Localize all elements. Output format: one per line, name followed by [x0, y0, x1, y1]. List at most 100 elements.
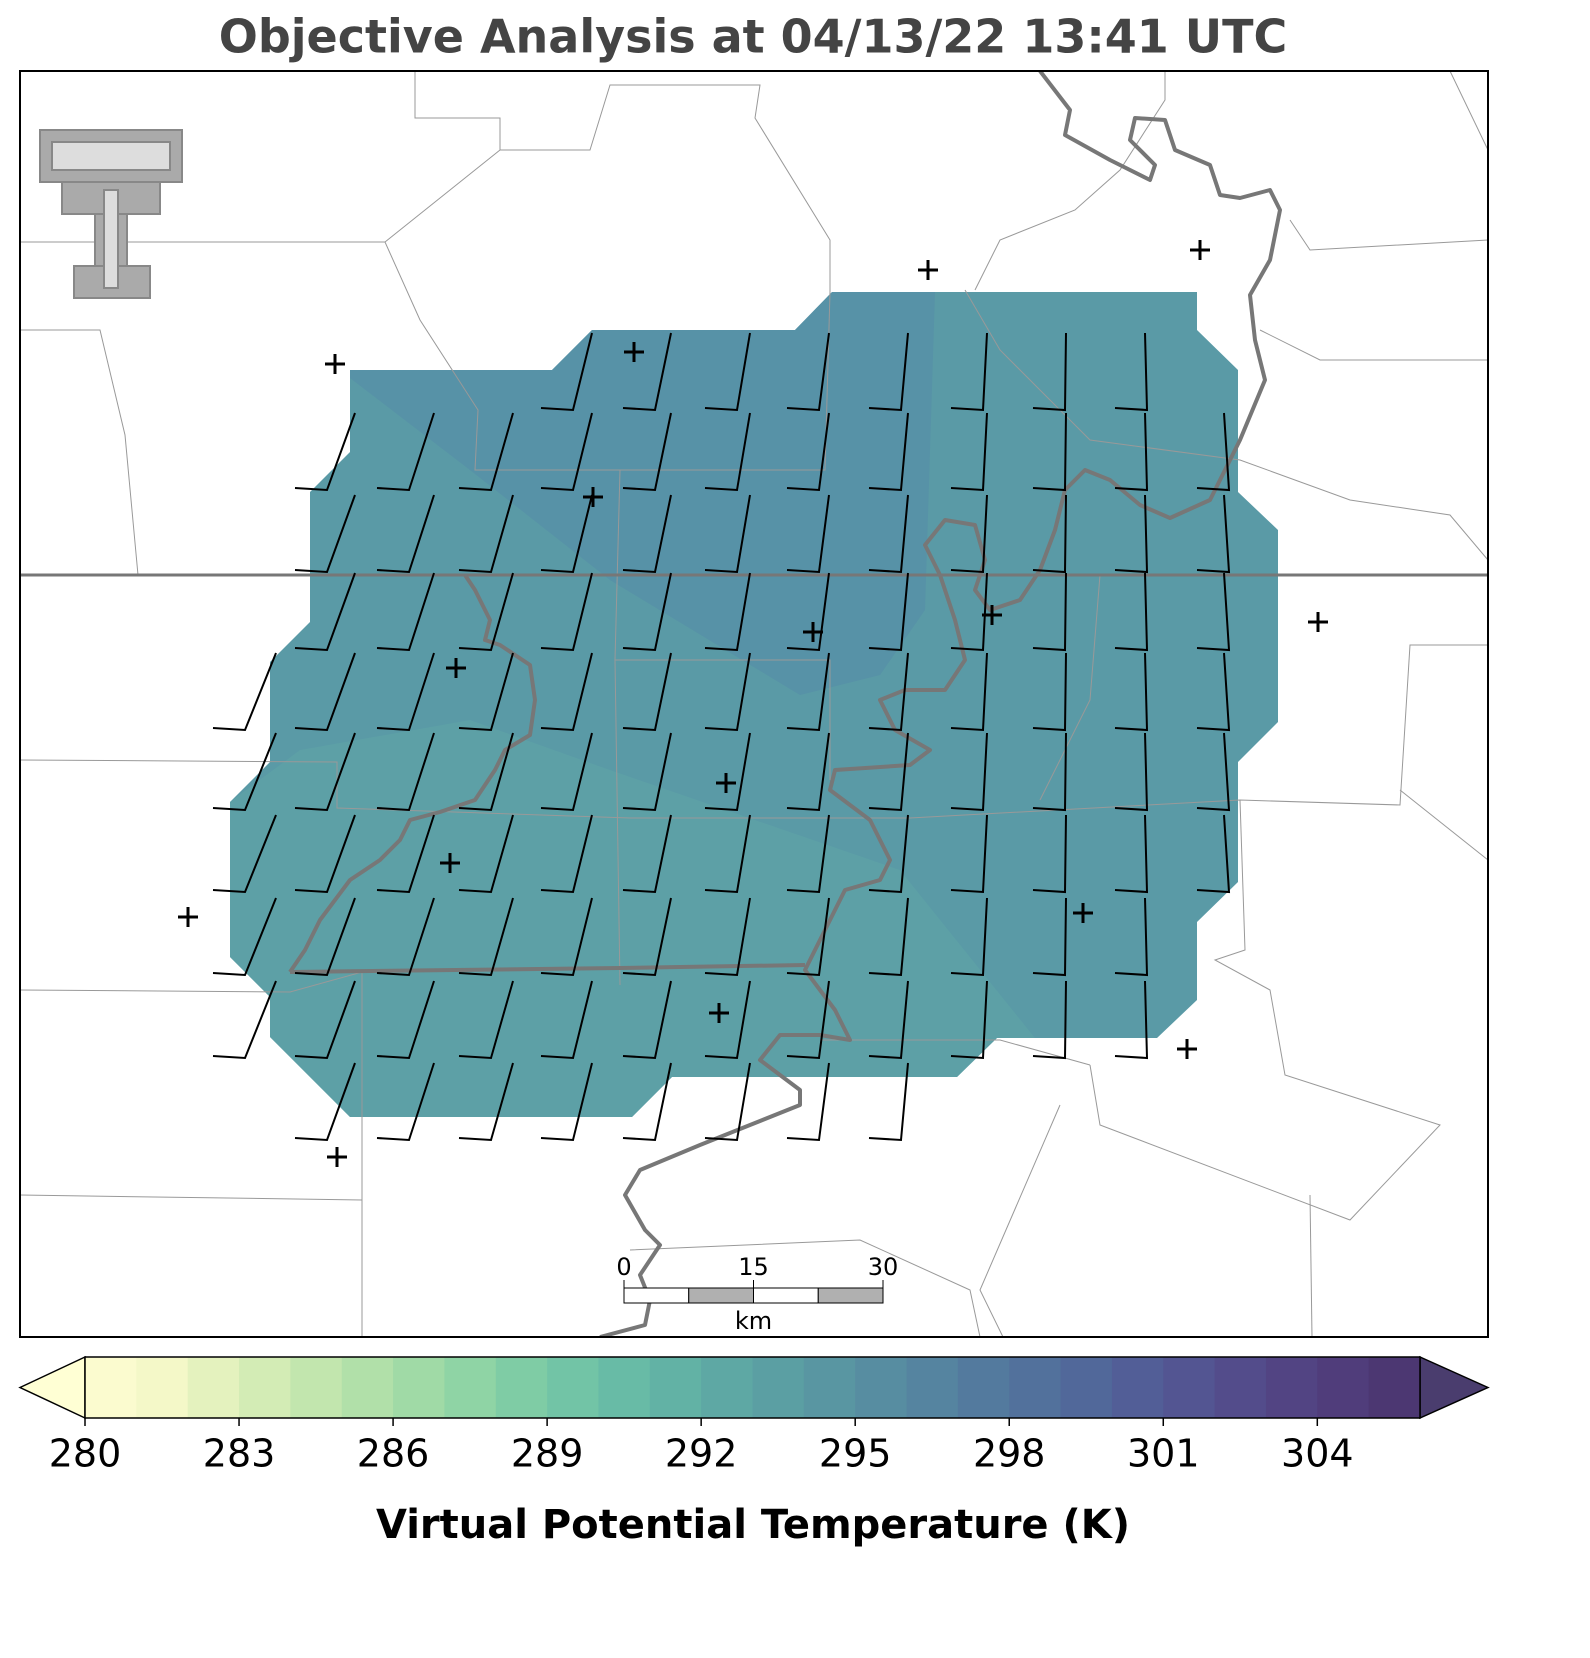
wind-barb — [1114, 980, 1149, 1060]
wind-barb — [622, 980, 672, 1060]
wind-barb — [376, 814, 435, 894]
wind-barb — [622, 814, 672, 894]
colorbar-bin — [649, 1357, 702, 1418]
wind-barb — [786, 732, 830, 812]
wind-barb — [1114, 732, 1149, 812]
wind-barb — [868, 332, 909, 412]
wind-barb — [950, 332, 988, 412]
wind-barb — [868, 897, 909, 977]
colorbar-bin — [598, 1357, 651, 1418]
wind-barb — [868, 814, 909, 894]
wind-barb — [540, 732, 593, 812]
wind-barb — [294, 494, 356, 574]
wind-barb — [1114, 572, 1149, 652]
wind-barb — [540, 814, 593, 894]
station — [1177, 1039, 1197, 1059]
wind-barb — [1114, 897, 1149, 977]
wind-barb — [868, 1062, 909, 1142]
colorbar-tick-label: 280 — [49, 1432, 122, 1476]
wind-barb — [622, 732, 672, 812]
colorbar-bin — [495, 1357, 548, 1418]
wind-barb — [950, 494, 988, 574]
wind-barb — [786, 412, 830, 492]
logo — [39, 129, 183, 299]
wind-barb — [704, 332, 751, 412]
scale-segment — [688, 1287, 754, 1304]
colorbar-bin — [444, 1357, 497, 1418]
scale-label: 0 — [616, 1253, 631, 1281]
wind-barb — [786, 1062, 830, 1142]
wind-barb — [294, 814, 356, 894]
wind-barb — [704, 652, 751, 732]
station — [803, 622, 823, 642]
colorbar-tick-label: 286 — [357, 1432, 430, 1476]
wind-barb — [540, 412, 593, 492]
wind-barb — [786, 980, 830, 1060]
colorbar: 280 283 286 289 292 295 298 301 304 — [18, 1355, 1490, 1476]
wind-barb — [294, 572, 356, 652]
wind-barb — [786, 494, 830, 574]
wind-barb — [1032, 332, 1067, 412]
colorbar-bin — [1163, 1357, 1216, 1418]
map: 0 15 30 km — [19, 70, 1489, 1338]
colorbar-bin — [855, 1357, 908, 1418]
wind-barb — [1032, 732, 1067, 812]
wind-barb — [622, 1062, 672, 1142]
wind-barb — [212, 980, 277, 1060]
wind-barb — [704, 980, 751, 1060]
wind-barb — [950, 980, 988, 1060]
colorbar-bin — [906, 1357, 959, 1418]
wind-barb — [1114, 494, 1149, 574]
colorbar-bin — [803, 1357, 856, 1418]
colorbar-over — [1419, 1355, 1490, 1420]
colorbar-bin — [239, 1357, 291, 1418]
scale-segment — [623, 1287, 690, 1304]
wind-barb — [212, 814, 277, 894]
scale-bar: 0 15 30 km — [616, 1253, 898, 1335]
wind-barb — [868, 980, 909, 1060]
colorbar-tick-label: 289 — [511, 1432, 584, 1476]
colorbar-bin — [752, 1357, 805, 1418]
wind-barb — [540, 494, 593, 574]
wind-barb — [786, 814, 830, 894]
colorbar-bin — [85, 1357, 137, 1418]
wind-barb — [868, 412, 909, 492]
wind-barb — [950, 652, 988, 732]
colorbar-bin — [1060, 1357, 1113, 1418]
station — [325, 354, 345, 374]
colorbar-tick-label: 301 — [1127, 1432, 1200, 1476]
wind-barb — [376, 494, 435, 574]
wind-barb — [786, 332, 830, 412]
wind-barb — [622, 652, 672, 732]
wind-barb — [540, 980, 593, 1060]
wind-barb — [458, 1062, 514, 1142]
colorbar-tick-label: 292 — [665, 1432, 738, 1476]
station — [1308, 612, 1328, 632]
wind-barb — [786, 652, 830, 732]
wind-barb — [376, 412, 435, 492]
colorbar-tick-label: 295 — [819, 1432, 892, 1476]
wind-barb — [1032, 572, 1067, 652]
colorbar-label: Virtual Potential Temperature (K) — [376, 1502, 1130, 1548]
wind-barb — [540, 1062, 593, 1142]
station — [709, 1003, 729, 1023]
wind-barb — [868, 652, 909, 732]
wind-barb — [540, 652, 593, 732]
station — [327, 1147, 347, 1167]
colorbar-frame — [84, 1356, 1421, 1419]
wind-barb — [704, 814, 751, 894]
wind-barb — [1196, 412, 1231, 492]
colorbar-bin — [341, 1357, 394, 1418]
wind-barb — [376, 652, 435, 732]
colorbar-bin — [1368, 1357, 1421, 1418]
station — [446, 658, 466, 678]
colorbar-bin — [393, 1357, 445, 1418]
wind-barb — [376, 897, 435, 977]
wind-barb — [622, 897, 672, 977]
colorbar-bin — [1214, 1357, 1267, 1418]
colorbar-bin — [1111, 1357, 1164, 1418]
station — [624, 342, 644, 362]
wind-barb — [950, 897, 988, 977]
wind-barbs — [212, 332, 1231, 1142]
